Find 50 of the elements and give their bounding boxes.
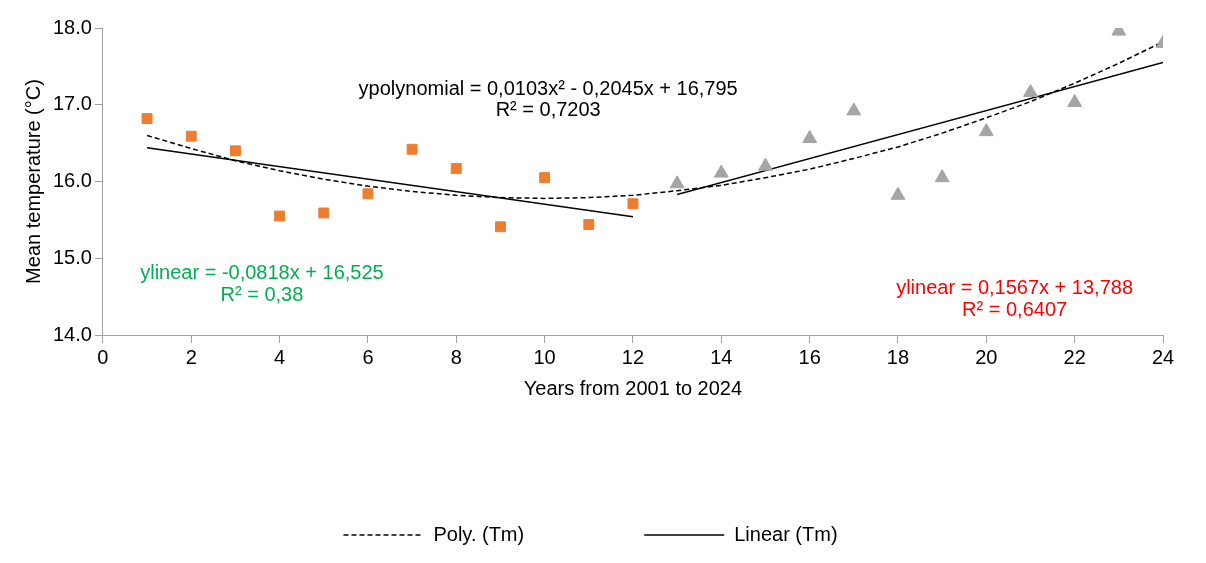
point [890,186,906,200]
y-tick-label: 18.0 [52,15,92,38]
y-tick-label: 14.0 [52,322,92,345]
annotation: ylinear = 0,1567x + 13,788 [896,276,1134,299]
x-tick-label: 12 [621,345,645,368]
annotation: R² = 0,38 [220,282,304,305]
point [758,157,773,171]
y-tick-label: 16.0 [52,169,92,192]
legend-label: Poly. (Tm) [433,522,525,545]
point [141,113,153,125]
point [1067,93,1083,107]
x-tick-label: 24 [1151,345,1175,368]
x-tick-label: 2 [185,345,197,368]
annotation: R² = 0,6407 [962,297,1068,320]
point [406,143,418,155]
y-axis-title: Mean temperature (°C) [21,79,44,284]
point [583,219,595,230]
x-tick-label: 22 [1063,345,1086,368]
x-tick-label: 18 [886,345,910,368]
x-tick-label: 0 [97,345,109,368]
annotation: R² = 0,7203 [495,98,601,121]
x-tick-label: 20 [975,345,998,368]
x-tick-label: 6 [362,345,374,368]
point [713,164,729,178]
point [274,210,286,222]
point [229,145,241,157]
annotation: ypolynomial = 0,0103x² - 0,2045x + 16,795 [358,76,738,99]
x-tick-label: 4 [274,345,286,368]
y-tick-label: 15.0 [52,245,92,268]
point [627,198,639,210]
point [450,163,462,174]
y-tick-label: 17.0 [52,92,92,115]
point [1023,83,1038,97]
annotation: ylinear = -0,0818x + 16,525 [140,261,384,284]
legend-label: Linear (Tm) [734,522,838,545]
point [185,130,197,142]
x-tick-label: 16 [798,345,821,368]
x-tick-label: 10 [533,345,556,368]
point [669,175,685,189]
x-tick-label: 14 [710,345,733,368]
point [978,123,994,137]
point [846,102,862,116]
point [539,172,551,184]
point [495,221,506,233]
x-tick-label: 8 [450,345,462,368]
x-axis-title: Years from 2001 to 2024 [523,376,743,399]
point [318,207,330,219]
point [362,188,374,200]
point [934,169,950,183]
point [802,130,818,144]
